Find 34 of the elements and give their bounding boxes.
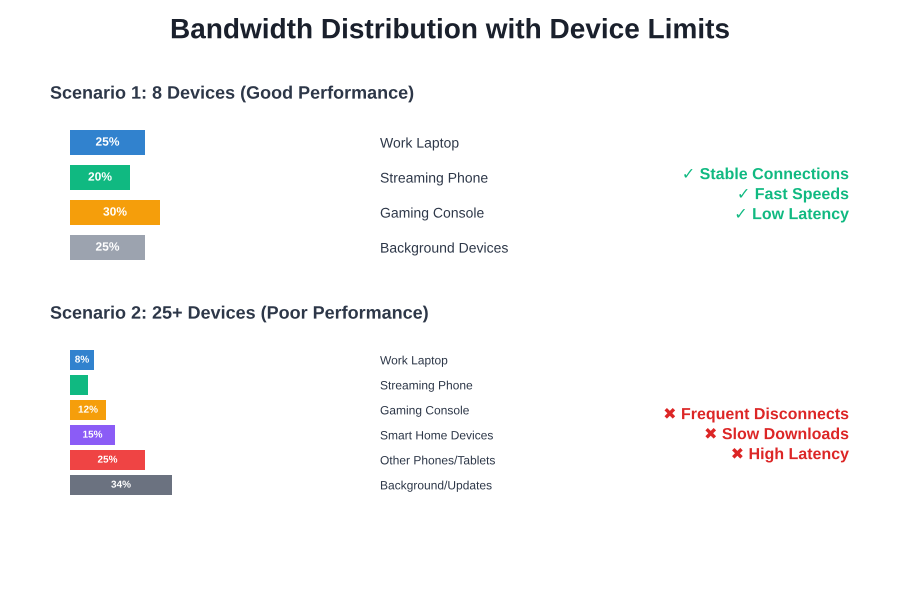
data-label: 25% <box>98 456 118 463</box>
y-tick-label: Gaming Console <box>380 406 469 417</box>
data-label: 25% <box>96 137 120 146</box>
text: ✖ High Latency <box>732 448 849 462</box>
data-label: 25% <box>96 242 120 251</box>
text: ✓ Stable Connections <box>684 168 848 180</box>
y-tick-label: Other Phones/Tablets <box>380 456 495 464</box>
y-tick-label: Gaming Console <box>380 207 484 220</box>
y-tick-label: Background Devices <box>381 242 508 256</box>
data-label: 12% <box>78 406 98 413</box>
data-label: 34% <box>111 480 131 488</box>
text: Scenario 2: 25+ Devices (Poor Performance) <box>50 306 428 322</box>
data-label: 30% <box>103 207 127 216</box>
bar <box>70 450 145 470</box>
bar <box>70 350 94 370</box>
text: Scenario 1: 8 Devices (Good Performance) <box>50 86 414 102</box>
y-tick-label: Work Laptop <box>380 356 448 367</box>
bar <box>70 375 88 395</box>
y-tick-label: Streaming Phone <box>380 172 488 186</box>
y-tick-label: Smart Home Devices <box>380 430 493 440</box>
text: ✖ Slow Downloads <box>705 428 848 440</box>
y-tick-label: Background/Updates <box>380 480 492 492</box>
bar <box>70 400 106 420</box>
text: ✓ Low Latency <box>736 208 849 222</box>
text: Bandwidth Distribution with Device Limits <box>172 18 729 39</box>
y-tick-label: Work Laptop <box>380 137 459 150</box>
text: ✓ Fast Speeds <box>739 188 848 202</box>
data-label: 20% <box>88 172 112 181</box>
bar <box>70 475 172 495</box>
bar <box>70 425 115 445</box>
text: ✖ Frequent Disconnects <box>664 408 848 422</box>
data-label: 15% <box>83 430 102 438</box>
y-tick-label: Streaming Phone <box>380 380 472 392</box>
data-label: 8% <box>75 356 89 363</box>
